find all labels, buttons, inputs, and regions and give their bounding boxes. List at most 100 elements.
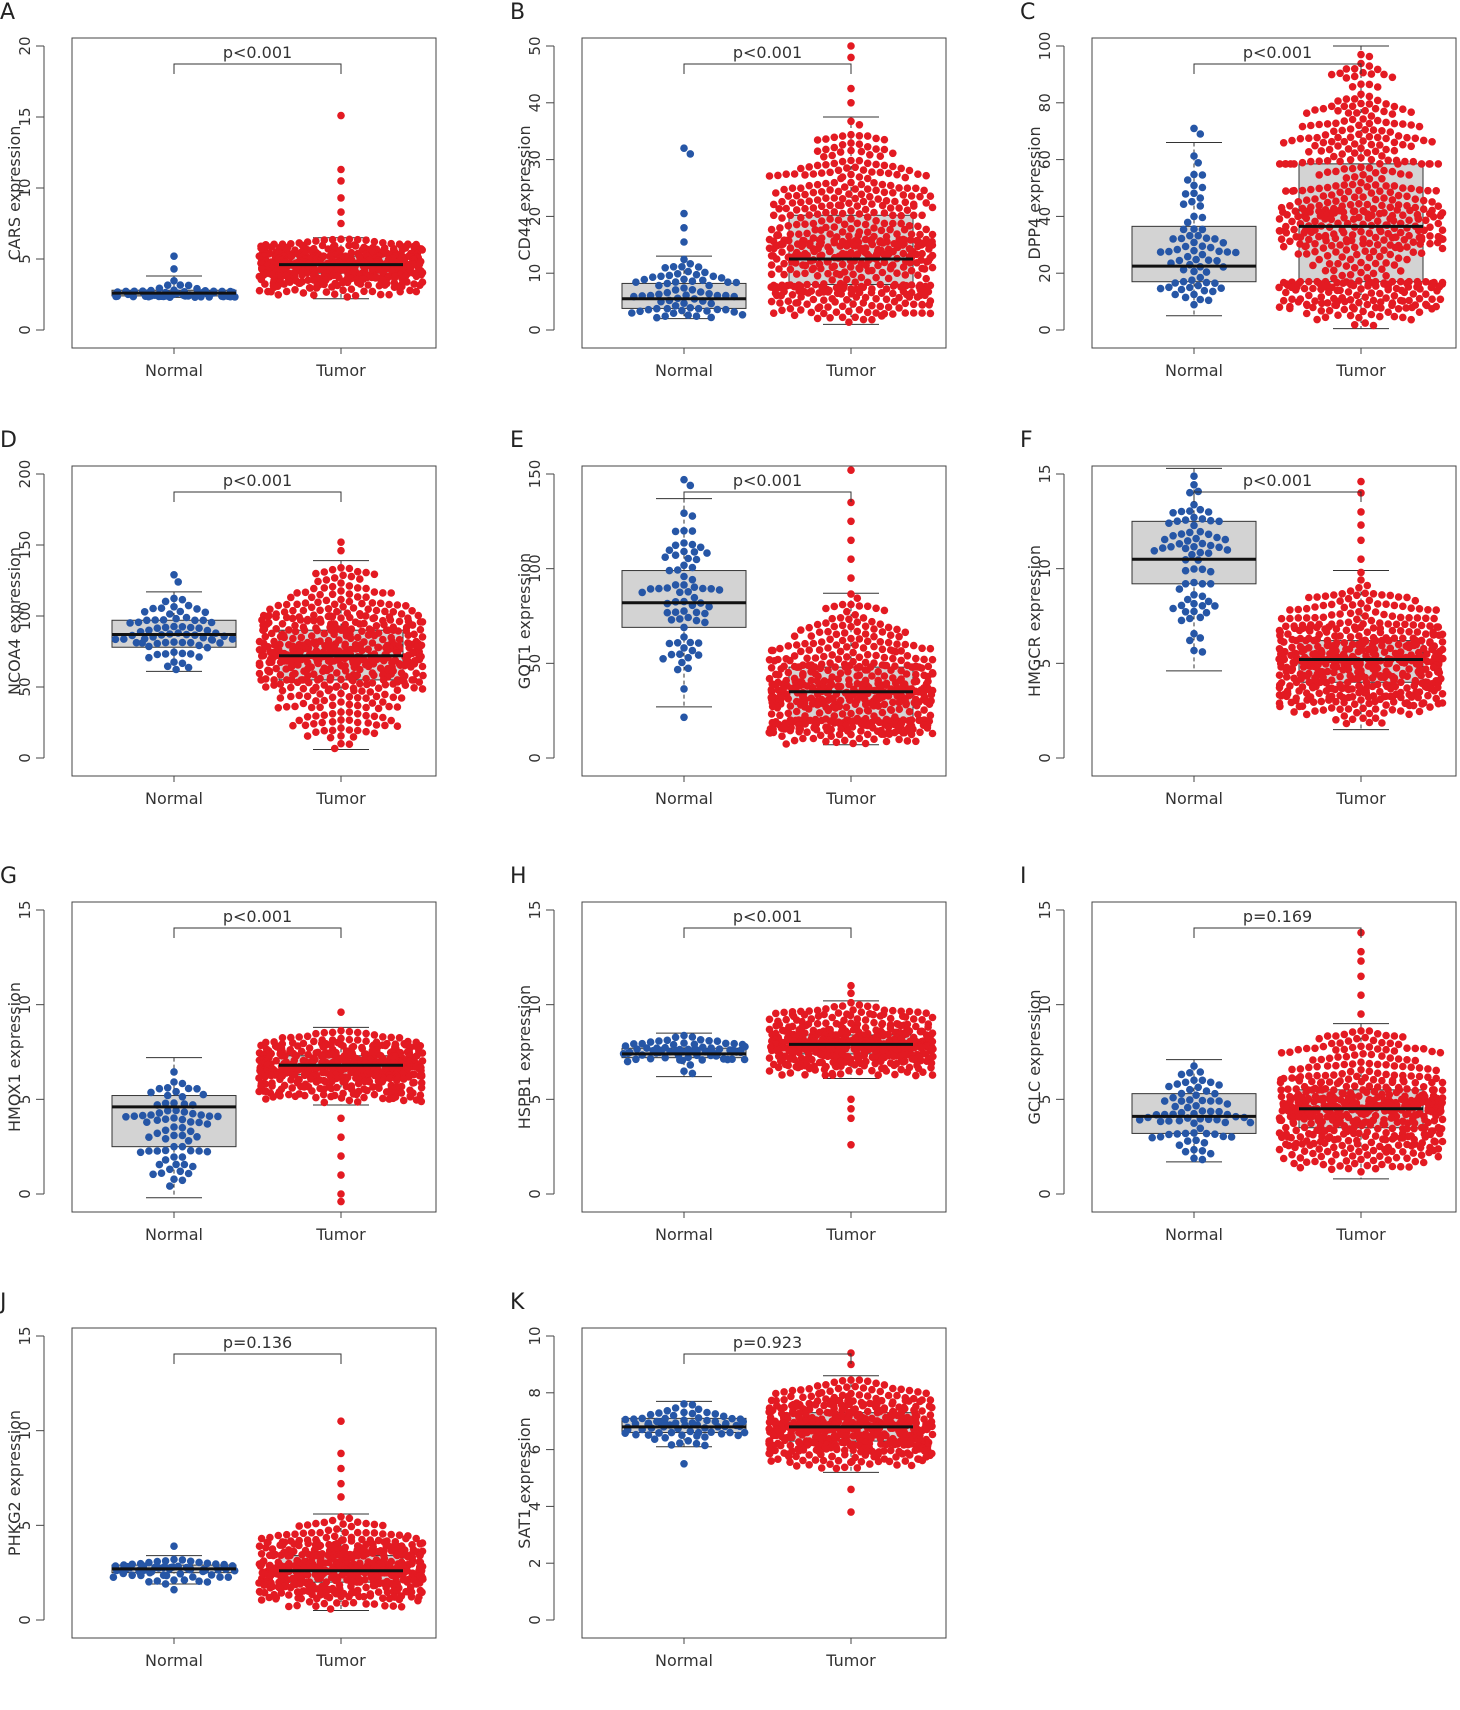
data-point [793, 221, 801, 229]
data-point [908, 267, 916, 275]
data-point [1282, 187, 1290, 195]
data-point [172, 615, 180, 623]
data-point [323, 576, 331, 584]
data-point [337, 112, 345, 120]
data-point [707, 300, 715, 308]
data-point [337, 235, 345, 243]
data-point [139, 1112, 147, 1120]
data-point [851, 278, 859, 286]
data-point [1422, 615, 1430, 623]
data-point [314, 660, 322, 668]
data-point [925, 245, 933, 253]
data-point [401, 662, 409, 670]
data-point [1347, 633, 1355, 641]
data-point [1286, 238, 1294, 246]
data-point [177, 1168, 185, 1176]
data-point [839, 158, 847, 166]
data-point [1217, 284, 1225, 292]
data-point [329, 718, 337, 726]
data-point [375, 705, 383, 713]
data-point [1190, 481, 1198, 489]
data-point [879, 269, 887, 277]
data-point [833, 308, 841, 316]
data-point [778, 732, 786, 740]
data-point [356, 620, 364, 628]
data-point [1439, 690, 1447, 698]
data-point [831, 298, 839, 306]
data-point [321, 697, 329, 705]
data-point [379, 636, 387, 644]
data-point [365, 663, 373, 671]
data-point [837, 202, 845, 210]
data-point [202, 609, 210, 617]
data-point [768, 226, 776, 234]
data-point [1435, 160, 1443, 168]
data-point [191, 617, 199, 625]
data-point [1305, 292, 1313, 300]
data-point [868, 672, 876, 680]
data-point [1199, 602, 1207, 610]
data-point [1377, 304, 1385, 312]
data-point [847, 225, 855, 233]
data-point [1376, 290, 1384, 298]
data-point [362, 612, 370, 620]
data-point [277, 658, 285, 666]
data-point [680, 238, 688, 246]
data-point [670, 309, 678, 317]
data-point [1380, 246, 1388, 254]
data-point [877, 303, 885, 311]
points-tumor [766, 982, 937, 1149]
data-point [1426, 232, 1434, 240]
data-point [870, 735, 878, 743]
data-point [1389, 110, 1397, 118]
data-point [189, 1163, 197, 1171]
data-point [302, 722, 310, 730]
data-point [679, 1057, 687, 1065]
data-point [308, 632, 316, 640]
data-point [810, 170, 818, 178]
data-point [864, 638, 872, 646]
data-point [902, 701, 910, 709]
data-point [364, 646, 372, 654]
data-point [777, 292, 785, 300]
data-point [394, 703, 402, 711]
data-point [229, 635, 237, 643]
data-point [816, 628, 824, 636]
data-point [822, 161, 830, 169]
y-tick-label: 15 [526, 900, 544, 919]
data-point [1303, 605, 1311, 613]
data-point [1332, 235, 1340, 243]
data-point [1378, 642, 1386, 650]
data-point [164, 281, 172, 289]
data-point [419, 633, 427, 641]
data-point [664, 609, 672, 617]
data-point [828, 1014, 836, 1022]
data-point [902, 300, 910, 308]
data-point [699, 585, 707, 593]
data-point [787, 702, 795, 710]
data-point [854, 202, 862, 210]
data-point [1278, 615, 1286, 623]
data-point [881, 220, 889, 228]
data-point [1430, 213, 1438, 221]
data-point [1390, 698, 1398, 706]
data-point [674, 270, 682, 278]
data-point [1315, 185, 1323, 193]
data-point [1387, 204, 1395, 212]
data-point [814, 315, 822, 323]
data-point [1295, 198, 1303, 206]
data-point [664, 280, 672, 288]
data-point [1374, 66, 1382, 74]
data-point [793, 270, 801, 278]
data-point [1397, 614, 1405, 622]
data-point [865, 267, 873, 275]
data-point [847, 85, 855, 93]
data-point [822, 209, 830, 217]
data-point [839, 622, 847, 630]
data-point [337, 547, 345, 555]
data-point [879, 202, 887, 210]
data-point [908, 663, 916, 671]
data-point [333, 669, 341, 677]
